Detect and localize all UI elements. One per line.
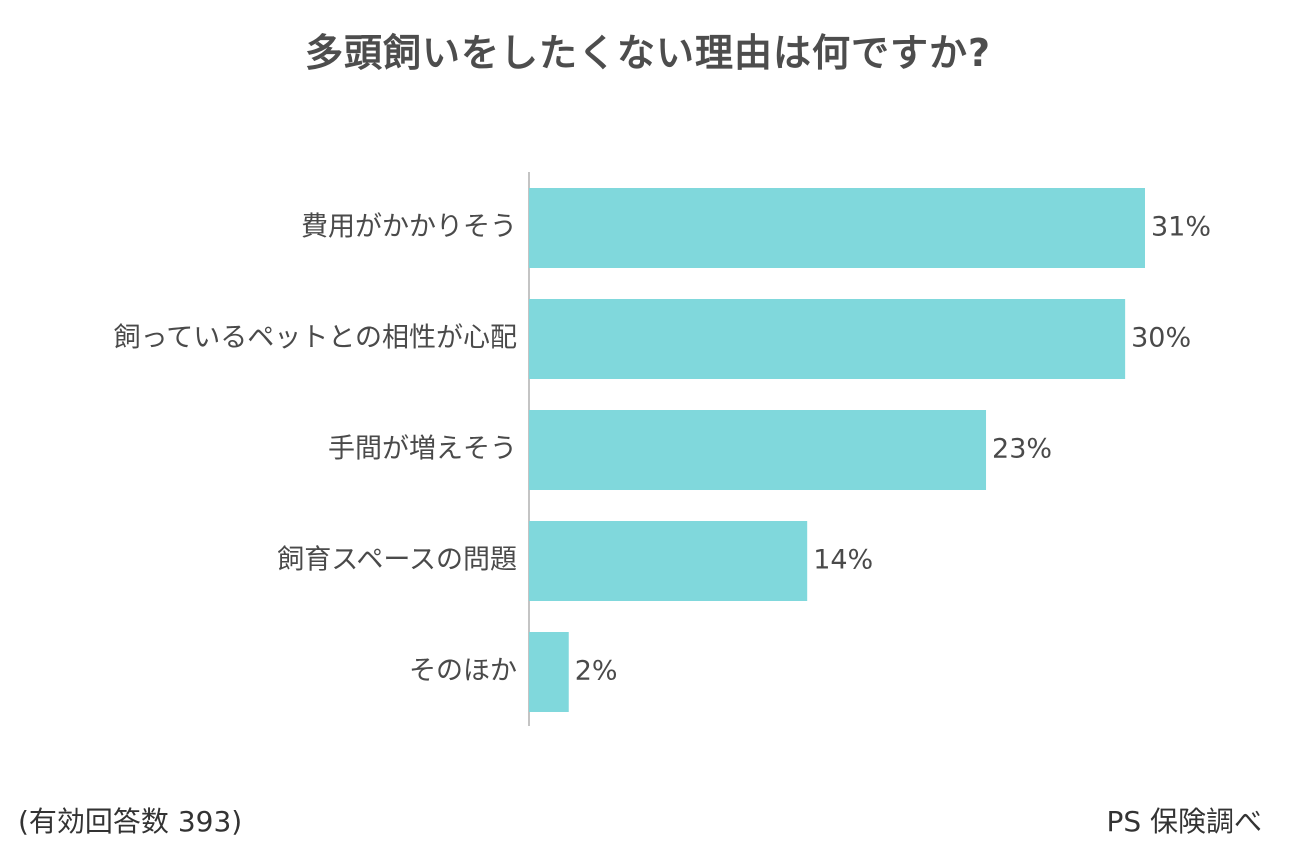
bar	[529, 188, 1145, 268]
category-label: 費用がかかりそう	[301, 212, 517, 243]
value-label: 2%	[575, 656, 618, 687]
value-label: 31%	[1151, 212, 1211, 243]
bar	[529, 521, 808, 601]
category-label: そのほか	[409, 656, 517, 687]
value-label: 14%	[813, 545, 873, 576]
bar	[529, 299, 1126, 379]
category-label: 飼っているペットとの相性が心配	[114, 323, 517, 354]
category-label: 飼育スペースの問題	[277, 545, 517, 576]
category-label: 手間が増えそう	[328, 434, 517, 465]
bar	[529, 632, 569, 712]
value-label: 23%	[992, 434, 1052, 465]
chart-title: 多頭飼いをしたくない理由は何ですか?	[304, 31, 992, 75]
response-count-note: (有効回答数 393)	[18, 805, 243, 838]
value-label: 30%	[1131, 323, 1191, 354]
bar	[529, 410, 987, 490]
source-note: PS 保険調べ	[1106, 805, 1262, 838]
